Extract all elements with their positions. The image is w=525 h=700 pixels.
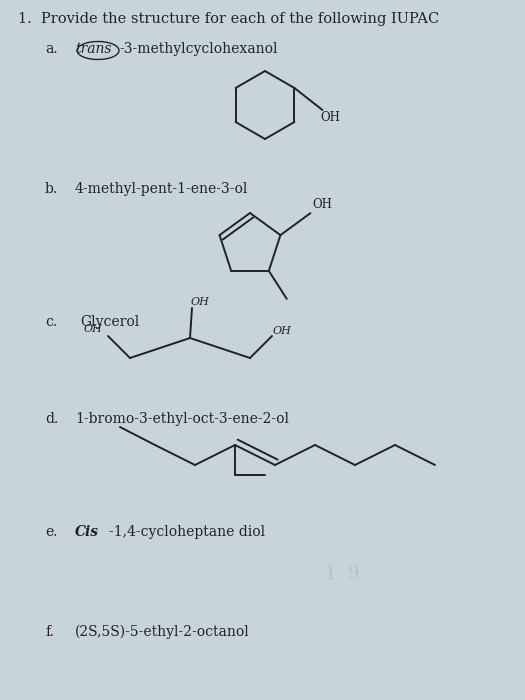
Text: 1-bromo-3-ethyl-oct-3-ene-2-ol: 1-bromo-3-ethyl-oct-3-ene-2-ol xyxy=(75,412,289,426)
Text: 4-methyl-pent-1-ene-3-ol: 4-methyl-pent-1-ene-3-ol xyxy=(75,182,248,196)
Text: OH: OH xyxy=(312,198,332,211)
Text: -1,4-cycloheptane diol: -1,4-cycloheptane diol xyxy=(109,525,265,539)
Text: OH: OH xyxy=(191,297,210,307)
Text: -3-methylcyclohexanol: -3-methylcyclohexanol xyxy=(120,42,278,56)
Text: (2S,5S)-5-ethyl-2-octanol: (2S,5S)-5-ethyl-2-octanol xyxy=(75,625,250,639)
Text: 1.  Provide the structure for each of the following IUPAC: 1. Provide the structure for each of the… xyxy=(18,12,439,26)
Text: 1  9: 1 9 xyxy=(325,565,360,583)
Text: Cis: Cis xyxy=(75,525,99,539)
Text: OH: OH xyxy=(273,326,292,336)
Text: Glycerol: Glycerol xyxy=(80,315,139,329)
Text: OH: OH xyxy=(320,111,340,124)
Text: a.: a. xyxy=(45,42,58,56)
Text: trans: trans xyxy=(75,42,111,56)
Text: e.: e. xyxy=(45,525,58,539)
Text: b.: b. xyxy=(45,182,58,196)
Text: d.: d. xyxy=(45,412,58,426)
Text: c.: c. xyxy=(45,315,57,329)
Text: OH: OH xyxy=(84,324,103,334)
Text: f.: f. xyxy=(45,625,54,639)
